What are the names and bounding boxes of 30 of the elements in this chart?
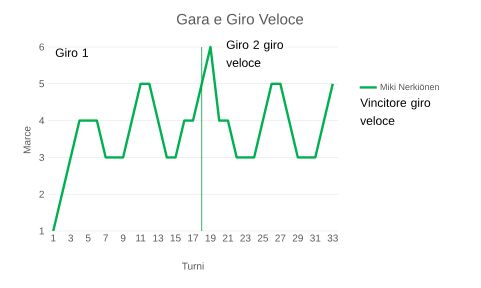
x-tick-label: 15 — [170, 234, 181, 242]
x-tick-label: 17 — [188, 234, 198, 242]
y-tick-label: 5 — [39, 80, 44, 88]
legend-label: Miki Nerkiönen — [380, 83, 439, 90]
x-tick-label: 21 — [222, 234, 234, 242]
x-tick-label: 3 — [68, 234, 74, 242]
x-tick-label: 31 — [310, 234, 320, 242]
x-tick-label: 13 — [153, 234, 164, 242]
x-tick-label: 5 — [86, 234, 91, 242]
x-tick-label: 29 — [292, 234, 303, 242]
y-tick-label: 3 — [39, 154, 44, 161]
x-tick-label: 33 — [328, 234, 338, 242]
x-tick-label: 7 — [103, 234, 108, 242]
x-tick-label: 1 — [51, 234, 56, 242]
y-tick-label: 6 — [39, 43, 44, 51]
annotation: Giro 2 giro veloce — [226, 40, 284, 67]
x-tick-label: 27 — [275, 234, 286, 242]
x-tick-label: 25 — [258, 234, 268, 242]
y-tick-label: 4 — [39, 117, 44, 124]
y-tick-label: 1 — [40, 228, 44, 234]
text: Vincitore giro veloce — [360, 98, 430, 125]
x-axis-title: Turni — [182, 262, 204, 270]
x-tick-label: 9 — [120, 234, 126, 242]
y-axis-title: Marce — [24, 126, 30, 154]
y-tick-label: 2 — [39, 190, 44, 198]
annotation: Giro 1 — [56, 48, 88, 57]
x-tick-label: 11 — [136, 234, 146, 242]
x-tick-label: 19 — [206, 234, 216, 242]
chart-title: Gara e Giro Veloce — [176, 13, 304, 24]
x-tick-label: 23 — [240, 234, 251, 242]
